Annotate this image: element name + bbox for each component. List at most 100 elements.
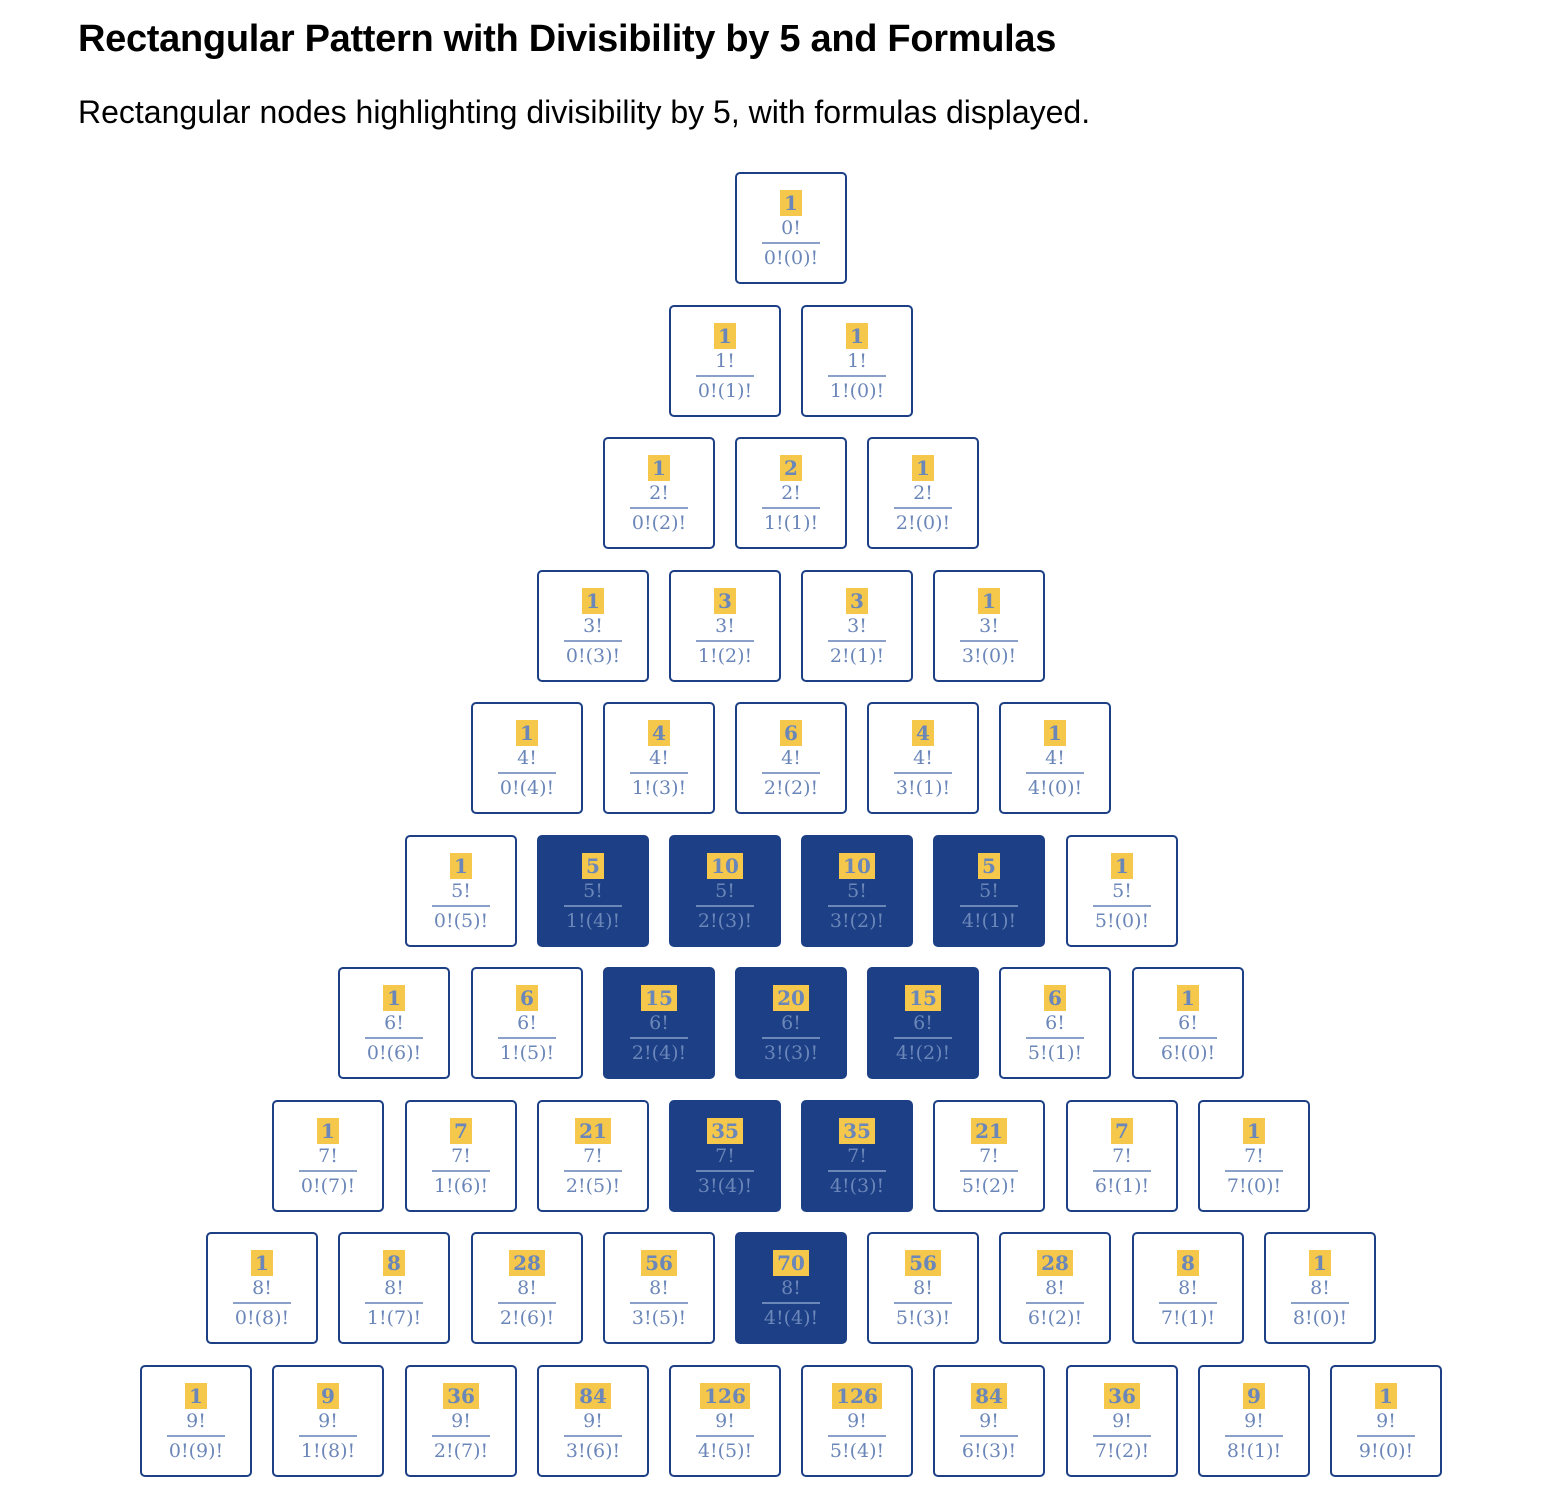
node-value: 21 <box>575 1118 611 1144</box>
formula-numerator: 7! <box>715 1145 735 1167</box>
formula-numerator: 6! <box>781 1012 801 1034</box>
node-formula: 6! 3!(3)! <box>761 1011 821 1065</box>
node: 9 9! 8!(1)! <box>1198 1365 1310 1477</box>
node-value: 4 <box>648 720 670 746</box>
node-value: 1 <box>714 323 736 349</box>
node-formula: 7! 2!(5)! <box>563 1144 623 1198</box>
node-formula: 8! 7!(1)! <box>1158 1276 1218 1330</box>
node-value: 15 <box>905 985 941 1011</box>
formula-denominator: 5!(2)! <box>961 1174 1017 1197</box>
node-divisible-by-5: 10 5! 2!(3)! <box>669 835 781 947</box>
fraction-bar <box>1224 1170 1284 1172</box>
node-value: 15 <box>641 985 677 1011</box>
node-formula: 8! 6!(2)! <box>1025 1276 1085 1330</box>
formula-numerator: 3! <box>847 615 867 637</box>
fraction-bar <box>1224 1435 1284 1437</box>
page-subtitle: Rectangular nodes highlighting divisibil… <box>78 94 1091 130</box>
node-value: 56 <box>905 1250 941 1276</box>
formula-denominator: 2!(4)! <box>631 1041 687 1064</box>
formula-denominator: 0!(4)! <box>499 776 555 799</box>
formula-denominator: 5!(4)! <box>829 1439 885 1462</box>
node-formula: 1! 0!(1)! <box>695 349 755 403</box>
formula-denominator: 1!(7)! <box>366 1306 422 1329</box>
node: 36 9! 2!(7)! <box>405 1365 517 1477</box>
node-formula: 6! 5!(1)! <box>1025 1011 1085 1065</box>
node-formula: 7! 6!(1)! <box>1092 1144 1152 1198</box>
node-value: 8 <box>1177 1250 1199 1276</box>
node: 3 3! 1!(2)! <box>669 570 781 682</box>
node-value: 10 <box>839 853 875 879</box>
node: 1 7! 0!(7)! <box>272 1100 384 1212</box>
formula-denominator: 0!(3)! <box>565 644 621 667</box>
node: 28 8! 6!(2)! <box>999 1232 1111 1344</box>
fraction-bar <box>563 1435 623 1437</box>
formula-numerator: 2! <box>913 482 933 504</box>
formula-denominator: 7!(0)! <box>1226 1174 1282 1197</box>
node: 6 4! 2!(2)! <box>735 702 847 814</box>
fraction-bar <box>695 1435 755 1437</box>
node-formula: 5! 1!(4)! <box>563 879 623 933</box>
formula-denominator: 7!(2)! <box>1094 1439 1150 1462</box>
node: 4 4! 1!(3)! <box>603 702 715 814</box>
formula-numerator: 9! <box>451 1410 471 1432</box>
node-value: 8 <box>383 1250 405 1276</box>
formula-numerator: 9! <box>979 1410 999 1432</box>
node-formula: 6! 4!(2)! <box>893 1011 953 1065</box>
node: 1 2! 0!(2)! <box>603 437 715 549</box>
node-value: 35 <box>839 1118 875 1144</box>
node-formula: 9! 0!(9)! <box>166 1409 226 1463</box>
formula-denominator: 2!(7)! <box>433 1439 489 1462</box>
fraction-bar <box>629 1302 689 1304</box>
node-formula: 4! 3!(1)! <box>893 746 953 800</box>
node: 8 8! 7!(1)! <box>1132 1232 1244 1344</box>
node-value: 84 <box>575 1383 611 1409</box>
node-formula: 4! 0!(4)! <box>497 746 557 800</box>
node-formula: 9! 3!(6)! <box>563 1409 623 1463</box>
fraction-bar <box>959 1170 1019 1172</box>
formula-numerator: 8! <box>252 1277 272 1299</box>
formula-numerator: 8! <box>517 1277 537 1299</box>
node-value: 3 <box>714 588 736 614</box>
node-formula: 9! 2!(7)! <box>431 1409 491 1463</box>
node-value: 9 <box>1243 1383 1265 1409</box>
node-formula: 9! 8!(1)! <box>1224 1409 1284 1463</box>
formula-denominator: 1!(1)! <box>763 511 819 534</box>
formula-numerator: 9! <box>847 1410 867 1432</box>
node-formula: 2! 2!(0)! <box>893 481 953 535</box>
formula-denominator: 2!(1)! <box>829 644 885 667</box>
fraction-bar <box>166 1435 226 1437</box>
formula-numerator: 7! <box>847 1145 867 1167</box>
formula-numerator: 7! <box>979 1145 999 1167</box>
fraction-bar <box>629 772 689 774</box>
fraction-bar <box>1092 1435 1152 1437</box>
node-formula: 7! 3!(4)! <box>695 1144 755 1198</box>
fraction-bar <box>431 905 491 907</box>
node-divisible-by-5: 15 6! 2!(4)! <box>603 967 715 1079</box>
node-value: 1 <box>1044 720 1066 746</box>
node-value: 4 <box>912 720 934 746</box>
node-value: 36 <box>443 1383 479 1409</box>
fraction-bar <box>497 1037 557 1039</box>
node-value: 36 <box>1104 1383 1140 1409</box>
node-formula: 7! 4!(3)! <box>827 1144 887 1198</box>
formula-numerator: 7! <box>451 1145 471 1167</box>
formula-denominator: 8!(0)! <box>1292 1306 1348 1329</box>
page-title: Rectangular Pattern with Divisibility by… <box>78 18 1057 60</box>
node-formula: 5! 2!(3)! <box>695 879 755 933</box>
node-formula: 2! 1!(1)! <box>761 481 821 535</box>
node-formula: 8! 0!(8)! <box>232 1276 292 1330</box>
formula-denominator: 8!(1)! <box>1226 1439 1282 1462</box>
fraction-bar <box>232 1302 292 1304</box>
fraction-bar <box>827 1435 887 1437</box>
node-formula: 9! 7!(2)! <box>1092 1409 1152 1463</box>
node-formula: 8! 8!(0)! <box>1290 1276 1350 1330</box>
fraction-bar <box>1092 1170 1152 1172</box>
node-value: 1 <box>516 720 538 746</box>
fraction-bar <box>959 1435 1019 1437</box>
formula-denominator: 1!(2)! <box>697 644 753 667</box>
fraction-bar <box>827 905 887 907</box>
formula-numerator: 2! <box>781 482 801 504</box>
formula-numerator: 9! <box>583 1410 603 1432</box>
node: 1 5! 5!(0)! <box>1066 835 1178 947</box>
